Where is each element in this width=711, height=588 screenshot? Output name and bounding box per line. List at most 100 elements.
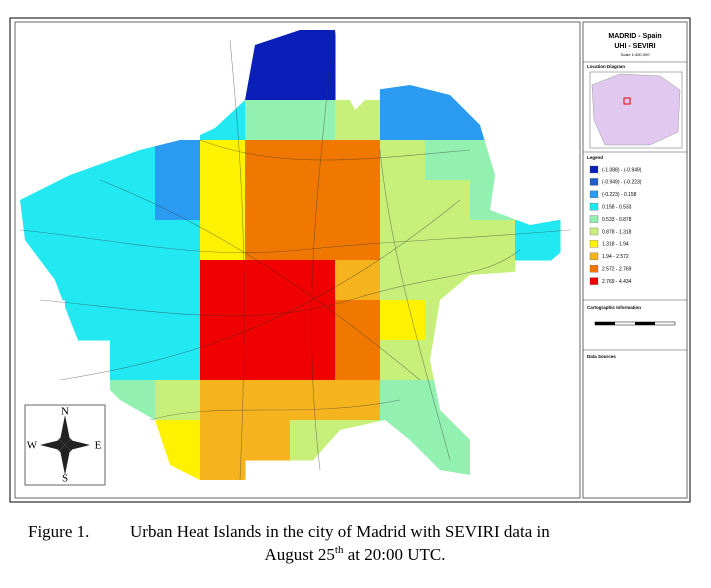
heat-cell: [245, 340, 291, 381]
cartographic-label: Cartographic Information: [587, 305, 641, 310]
heat-cell: [425, 180, 471, 221]
heat-cell: [200, 140, 246, 181]
heat-cell: [335, 380, 381, 421]
location-label: Location Diagram: [587, 64, 625, 69]
caption-label: Figure 1.: [28, 522, 89, 541]
heat-cell: [380, 180, 426, 221]
map-title: MADRID - Spain: [608, 33, 661, 40]
heat-cell: [200, 300, 246, 341]
heat-cell: [335, 180, 381, 221]
compass-e: E: [95, 440, 102, 452]
heat-cell: [245, 220, 291, 261]
heat-cell: [380, 380, 426, 421]
heat-cell: [155, 140, 201, 181]
heat-cell: [245, 180, 291, 221]
location-marker: [623, 97, 631, 105]
legend-swatch: [589, 240, 599, 248]
heat-cell: [155, 380, 201, 421]
heat-cell: [110, 260, 156, 301]
heat-cell: [200, 220, 246, 261]
heat-cell: [200, 380, 246, 421]
heat-cell: [65, 260, 111, 301]
legend-swatch: [589, 277, 599, 285]
heat-cell: [335, 340, 381, 381]
sources-label: Data Sources: [587, 354, 616, 359]
legend-swatch: [589, 178, 599, 186]
legend-item: 2.769 - 4.434: [602, 279, 632, 285]
heat-cell: [245, 140, 291, 181]
legend-item: (-0.223) - 0.158: [602, 192, 637, 198]
heat-cell: [380, 340, 426, 381]
heat-cell: [155, 300, 201, 341]
heat-cell: [155, 340, 201, 381]
heat-cell: [380, 300, 426, 341]
compass-s: S: [62, 473, 68, 485]
heat-cell: [245, 100, 291, 141]
legend: (-1.088) - (-0.949) (-0.949) - (-0.223) (-…: [589, 165, 642, 285]
legend-item: 0.158 - 0.533: [602, 205, 632, 211]
heat-cell: [65, 180, 111, 221]
caption-line2: August 25th at 20:00 UTC.: [265, 544, 446, 564]
heat-cell: [245, 260, 291, 301]
heat-cell: [245, 300, 291, 341]
compass-rose: [40, 415, 90, 475]
legend-item: (-1.088) - (-0.949): [602, 167, 642, 173]
heat-cell: [290, 30, 336, 61]
heat-cell: [110, 220, 156, 261]
heat-cell: [290, 60, 336, 101]
legend-item: 0.878 - 1.318: [602, 229, 632, 235]
heat-cell: [335, 300, 381, 341]
heat-cell: [425, 140, 471, 181]
heat-cell: [200, 260, 246, 301]
scale-bar: [594, 321, 676, 326]
legend-swatch: [589, 165, 599, 174]
legend-item: 2.572 - 2.769: [602, 267, 632, 273]
heat-cell: [245, 420, 291, 461]
heat-cell: [470, 220, 516, 261]
map-subtitle: UHI - SEVIRI: [614, 43, 655, 50]
heat-cell: [200, 180, 246, 221]
heat-cell: [380, 140, 426, 181]
legend-item: (-0.949) - (-0.223): [602, 180, 642, 186]
heat-cell: [290, 100, 336, 141]
heat-cell: [200, 460, 246, 480]
spain-outline: [591, 73, 681, 146]
heat-cell: [200, 340, 246, 381]
legend-item: 0.533 - 0.878: [602, 217, 632, 223]
heat-cell: [110, 340, 156, 381]
legend-label: Legend: [587, 155, 603, 160]
heat-cell: [155, 180, 201, 221]
legend-swatch: [589, 265, 599, 273]
heat-cell: [380, 100, 426, 141]
caption-line1: Urban Heat Islands in the city of Madrid…: [130, 522, 550, 541]
heat-cell: [425, 220, 471, 261]
caption-date: August 25: [265, 545, 335, 564]
legend-swatch: [589, 190, 599, 198]
legend-item: 1.94 - 2.572: [602, 254, 629, 260]
heat-cell: [335, 220, 381, 261]
heat-cell: [335, 140, 381, 181]
heat-cell: [290, 180, 336, 221]
heat-cell: [200, 420, 246, 461]
heat-cell: [155, 260, 201, 301]
heat-cell: [335, 260, 381, 301]
caption-time: at 20:00 UTC.: [343, 545, 445, 564]
heat-cell: [290, 220, 336, 261]
road-network: [19, 39, 571, 481]
legend-swatch: [589, 203, 599, 211]
compass-w: W: [27, 440, 38, 452]
heat-cell: [110, 180, 156, 221]
compass-n: N: [61, 406, 69, 418]
legend-item: 1.318 - 1.94: [602, 242, 629, 248]
caption-sup: th: [335, 544, 344, 556]
heat-cell: [245, 380, 291, 421]
heat-cell: [245, 60, 291, 101]
heat-cell: [515, 220, 561, 261]
heat-cell: [290, 300, 336, 341]
heat-cell: [155, 220, 201, 261]
heat-cell: [110, 300, 156, 341]
legend-swatch: [589, 252, 599, 260]
legend-swatch: [589, 215, 599, 223]
